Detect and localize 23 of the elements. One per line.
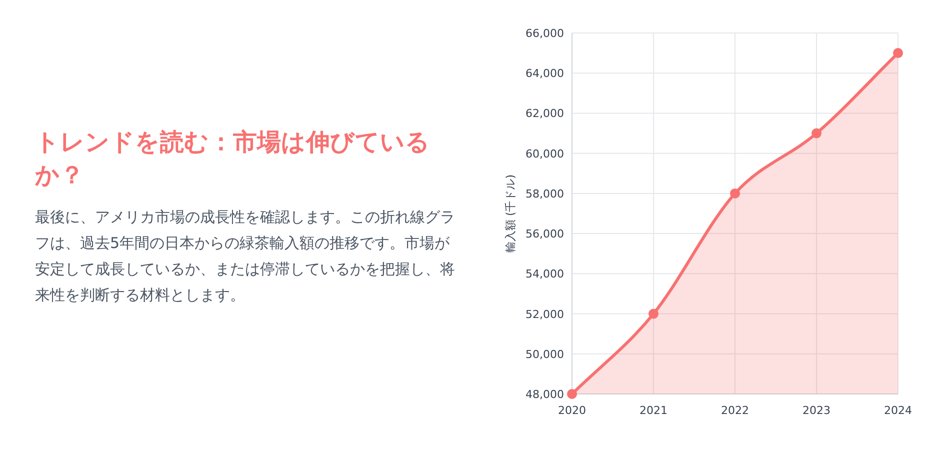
y-tick-label: 48,000 xyxy=(526,388,564,401)
x-tick-label: 2022 xyxy=(721,404,749,417)
y-tick-label: 60,000 xyxy=(526,147,564,160)
y-tick-label: 66,000 xyxy=(526,27,564,40)
y-tick-label: 56,000 xyxy=(526,228,564,241)
point xyxy=(730,188,740,198)
x-tick-label: 2024 xyxy=(884,404,912,417)
y-tick-label: 52,000 xyxy=(526,308,564,321)
text: トレンドを読む：市場は伸びているか？ xyxy=(35,127,431,191)
y-tick-label: 64,000 xyxy=(526,67,564,80)
point xyxy=(648,308,658,319)
point xyxy=(812,128,822,138)
text: 最後に、アメリカ市場の成長性を確認します。この折れ線グラフは、過去5年間の日本からの緑茶輸入額の推移です。市場が安定して成長しているか、または停滞しているかを把握し、将来性を判断する材料とします。 xyxy=(35,207,455,306)
x-tick-label: 2023 xyxy=(802,404,830,417)
y-tick-label: 50,000 xyxy=(526,348,564,361)
y-axis-title: 輸入額 (千ドル) xyxy=(504,174,517,253)
point xyxy=(893,48,903,58)
y-tick-label: 58,000 xyxy=(526,187,564,200)
x-tick-label: 2021 xyxy=(640,404,668,417)
y-tick-label: 62,000 xyxy=(526,107,564,120)
x-tick-label: 2020 xyxy=(558,404,586,417)
point xyxy=(567,389,577,399)
y-tick-label: 54,000 xyxy=(526,268,564,281)
